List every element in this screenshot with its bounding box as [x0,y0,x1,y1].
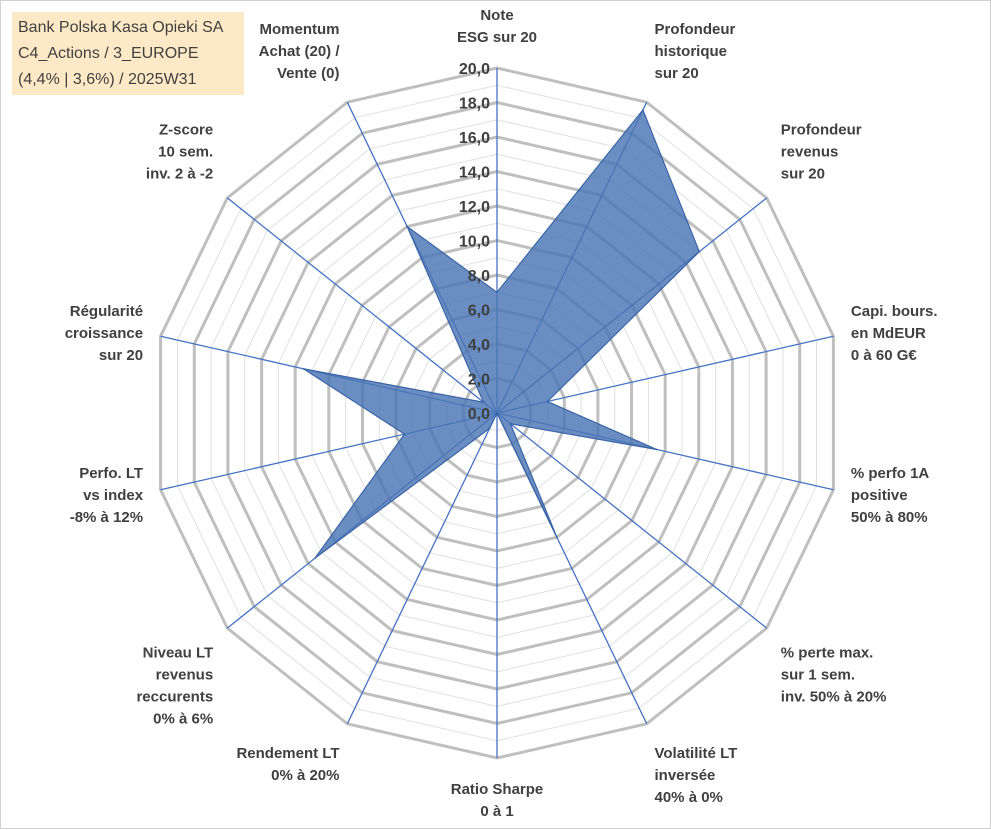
axis-label-line: 0 à 60 G€ [851,347,918,364]
axis-label-line: inv. 50% à 20% [781,688,887,705]
series-point [556,536,558,539]
axis-label-line: historique [655,43,728,60]
series-point [406,225,409,228]
axis-label-line: 0% à 6% [153,710,213,727]
tick-label: 12,0 [459,199,490,216]
axis-label-line: ESG sur 20 [457,29,537,46]
axis-label-line: Profondeur [781,122,862,139]
axis-label-line: Achat (20) / [259,43,341,60]
axis-label-line: revenus [781,144,839,161]
axis-label-line: Ratio Sharpe [451,781,544,798]
axis-label-14: Momentum Achat (20) / Vente (0) [259,21,341,82]
axis-label-line: inversée [655,767,716,784]
axis-label-10: Niveau LT revenus reccurents 0% à 6% [136,644,213,727]
axis-labels: Note ESG sur 20 Profondeur historique sur 20… [65,7,938,820]
axis-spoke [226,197,498,414]
axis-label-line: Momentum [260,21,340,38]
axis-label-4: Capi. bours. en MdEUR 0 à 60 G€ [851,303,938,364]
tick-label: 10,0 [459,234,490,251]
tick-label: 16,0 [459,130,490,147]
tick-label: 8,0 [468,268,490,285]
axis-label-line: 0% à 20% [271,767,339,784]
tick-label: 4,0 [468,337,490,354]
axis-label-line: sur 20 [99,347,143,364]
axis-label-line: Vente (0) [277,65,340,82]
axis-label-2: Profondeur historique sur 20 [655,21,736,82]
axis-label-line: Profondeur [655,21,736,38]
series-point [302,368,305,370]
series-point [509,423,512,425]
tick-label: 0,0 [468,406,490,423]
axis-label-11: Perfo. LT vs index -8% à 12% [70,465,144,526]
axis-label-5: % perfo 1A positive 50% à 80% [851,465,930,526]
axis-label-3: Profondeur revenus sur 20 [781,122,862,183]
axis-label-13: Z-score 10 sem. inv. 2 à -2 [146,122,213,183]
title-line-2: C4_Actions / 3_EUROPE [18,45,199,62]
axis-spoke [496,335,834,414]
axis-label-line: Z-score [159,122,213,139]
tick-label: 18,0 [459,96,490,113]
axis-label-line: sur 20 [655,65,699,82]
axis-label-8: Ratio Sharpe 0 à 1 [451,781,544,820]
axis-label-line: positive [851,487,908,504]
axis-spoke [496,412,768,629]
axis-label-line: 50% à 80% [851,509,928,526]
title-line-3: (4,4% | 3,6%) / 2025W31 [18,71,197,88]
axis-label-9: Rendement LT 0% à 20% [236,745,339,784]
axis-label-line: Note [480,7,513,24]
series-point [656,448,658,451]
axis-label-line: inv. 2 à -2 [146,166,213,183]
axis-label-line: Niveau LT [143,644,214,661]
axis-label-7: Volatilité LT inversée 40% à 0% [655,745,738,806]
axis-label-line: sur 20 [781,166,825,183]
tick-label: 20,0 [459,61,490,78]
series-point [482,401,485,404]
axis-label-12: Régularité croissance sur 20 [65,303,143,364]
series-point [403,433,406,435]
axis-label-6: % perte max. sur 1 sem. inv. 50% à 20% [781,644,887,705]
axis-label-line: reccurents [136,688,213,705]
axis-label-line: sur 1 sem. [781,666,855,683]
axis-label-line: 40% à 0% [655,789,723,806]
axis-label-line: % perte max. [781,644,874,661]
title-box: Bank Polska Kasa Opieki SA C4_Actions / … [12,12,244,95]
radial-tick-labels: 0,0 2,0 4,0 6,0 8,0 10,0 12,0 14,0 16,0 18,0 20,0 [459,61,490,423]
tick-label: 2,0 [468,372,490,389]
series-point [642,109,644,111]
axis-label-line: croissance [65,325,143,342]
series-point [488,427,491,430]
axis-label-line: % perfo 1A [851,465,930,482]
series-point [496,412,498,414]
axis-label-1: Note ESG sur 20 [457,7,537,46]
tick-label: 6,0 [468,303,490,320]
series-point [314,557,316,559]
series-point [496,291,498,294]
data-series [302,108,701,559]
axis-label-line: Perfo. LT [79,465,143,482]
axis-spoke [346,412,498,725]
axis-label-line: Rendement LT [236,745,339,762]
series-point [698,250,701,253]
axis-label-line: en MdEUR [851,325,926,342]
axis-label-line: Régularité [70,303,143,320]
axis-label-line: 10 sem. [158,144,213,161]
axis-label-line: Volatilité LT [655,745,738,762]
axis-label-line: vs index [83,487,144,504]
axis-label-line: -8% à 12% [70,509,143,526]
series-point [546,400,549,403]
title-line-1: Bank Polska Kasa Opieki SA [18,19,224,36]
axis-label-line: 0 à 1 [480,803,513,820]
tick-label: 14,0 [459,165,490,182]
axis-label-line: Capi. bours. [851,303,938,320]
axis-label-line: revenus [156,666,214,683]
